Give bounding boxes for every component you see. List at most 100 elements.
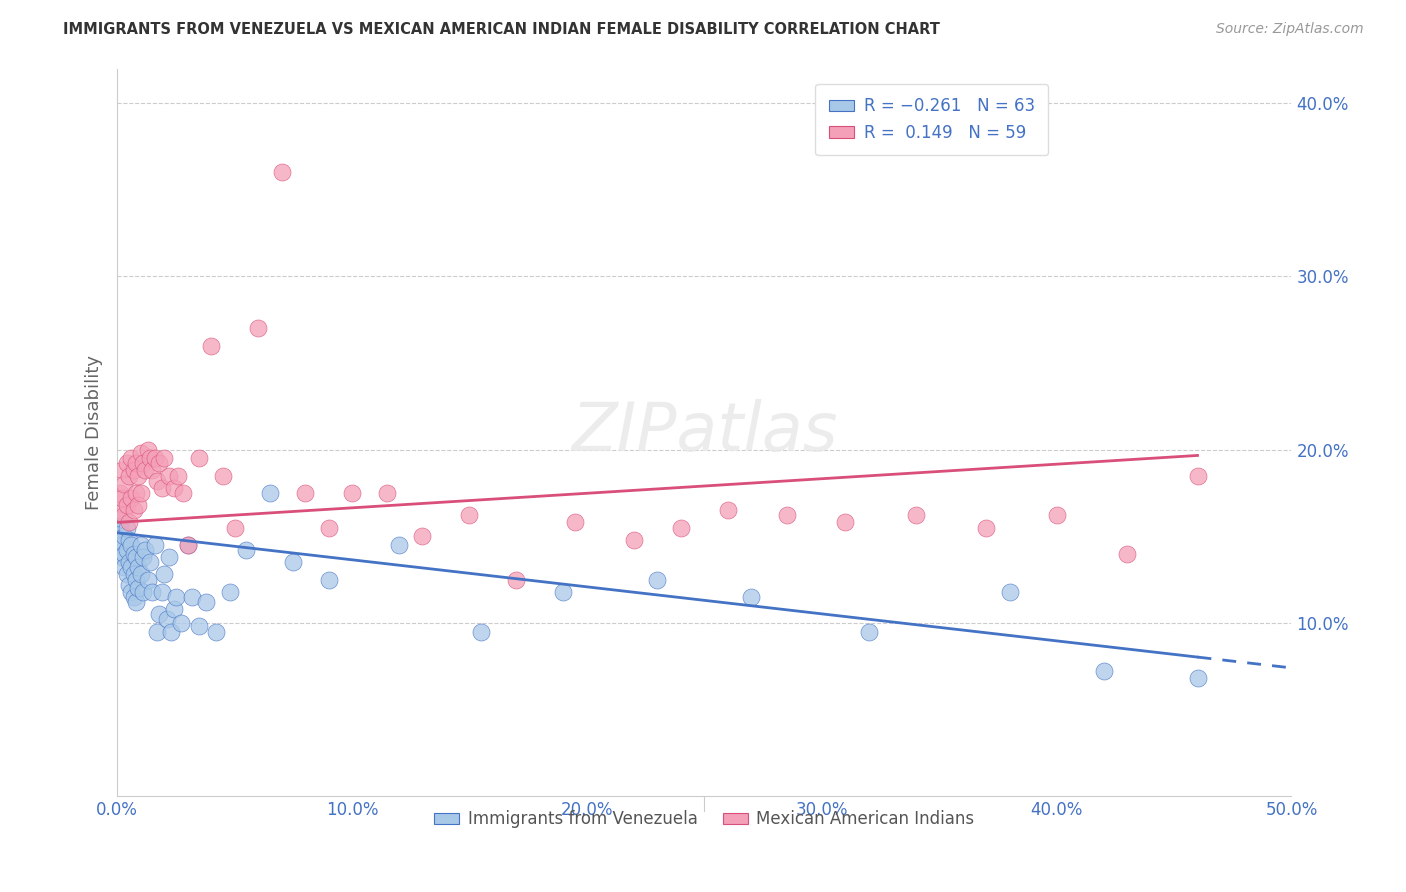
Point (167, 468, 190, 483)
Point (717, 503, 740, 517)
Point (553, 584, 575, 599)
Point (122, 547, 145, 561)
Point (125, 486, 148, 500)
Point (181, 590, 204, 604)
Point (115, 457, 138, 471)
Point (125, 549, 148, 564)
Point (157, 468, 180, 483)
Point (115, 543, 138, 558)
Point (775, 508, 797, 523)
Legend: Immigrants from Venezuela, Mexican American Indians: Immigrants from Venezuela, Mexican Ameri… (427, 804, 981, 835)
Point (108, 520, 131, 534)
Point (122, 567, 145, 582)
Point (111, 463, 134, 477)
Point (172, 486, 194, 500)
Point (118, 468, 141, 483)
Point (148, 607, 170, 622)
Point (169, 615, 191, 630)
Point (129, 486, 152, 500)
Point (200, 339, 222, 353)
Point (112, 529, 135, 543)
Point (112, 560, 135, 574)
Point (669, 520, 692, 534)
Point (115, 520, 138, 534)
Point (143, 451, 166, 466)
Point (1045, 508, 1067, 523)
Point (139, 555, 162, 569)
Point (1187, 468, 1209, 483)
Point (318, 520, 340, 534)
Point (115, 498, 138, 512)
Point (318, 573, 340, 587)
Point (188, 619, 211, 633)
Point (118, 516, 141, 530)
Point (411, 529, 433, 543)
Point (505, 573, 527, 587)
Point (259, 486, 281, 500)
Point (146, 474, 169, 488)
Point (740, 590, 762, 604)
Point (647, 573, 669, 587)
Point (143, 538, 166, 552)
Point (112, 477, 135, 491)
Point (111, 538, 134, 552)
Point (115, 567, 138, 582)
Point (205, 624, 228, 639)
Point (108, 486, 131, 500)
Point (153, 567, 176, 582)
Point (108, 533, 131, 547)
Y-axis label: Female Disability: Female Disability (86, 355, 103, 510)
Point (136, 573, 159, 587)
Point (160, 624, 183, 639)
Point (111, 512, 134, 526)
Point (904, 508, 927, 523)
Point (129, 446, 152, 460)
Point (974, 520, 997, 534)
Point (458, 508, 481, 523)
Point (120, 560, 142, 574)
Point (122, 590, 145, 604)
Point (165, 590, 187, 604)
Point (1092, 665, 1115, 679)
Point (340, 486, 363, 500)
Point (150, 584, 173, 599)
Point (122, 503, 145, 517)
Point (224, 520, 246, 534)
Text: IMMIGRANTS FROM VENEZUELA VS MEXICAN AMERICAN INDIAN FEMALE DISABILITY CORRELATI: IMMIGRANTS FROM VENEZUELA VS MEXICAN AME… (63, 22, 941, 37)
Point (136, 442, 159, 457)
Point (153, 451, 176, 466)
Point (127, 581, 149, 595)
Point (120, 491, 142, 505)
Point (125, 595, 148, 609)
Point (858, 624, 880, 639)
Point (125, 457, 148, 471)
Point (247, 321, 270, 335)
Point (294, 486, 316, 500)
Point (998, 584, 1021, 599)
Point (129, 567, 152, 582)
Point (564, 516, 586, 530)
Text: Source: ZipAtlas.com: Source: ZipAtlas.com (1216, 22, 1364, 37)
Point (219, 584, 242, 599)
Point (176, 538, 198, 552)
Point (834, 516, 856, 530)
Point (132, 584, 155, 599)
Point (155, 612, 177, 626)
Point (235, 543, 257, 558)
Point (148, 457, 170, 471)
Point (132, 549, 155, 564)
Point (283, 555, 305, 569)
Point (623, 533, 645, 547)
Point (120, 584, 142, 599)
Point (176, 538, 198, 552)
Point (120, 451, 142, 466)
Point (125, 573, 148, 587)
Point (111, 491, 134, 505)
Point (108, 503, 131, 517)
Point (150, 481, 173, 495)
Point (188, 451, 211, 466)
Point (212, 468, 235, 483)
Point (122, 463, 145, 477)
Point (127, 560, 149, 574)
Point (139, 451, 162, 466)
